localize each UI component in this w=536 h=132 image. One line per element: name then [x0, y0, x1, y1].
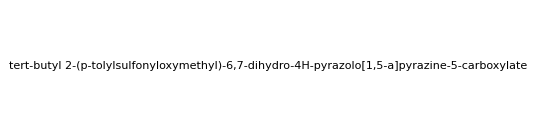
Text: tert-butyl 2-(p-tolylsulfonyloxymethyl)-6,7-dihydro-4H-pyrazolo[1,5-a]pyrazine-5: tert-butyl 2-(p-tolylsulfonyloxymethyl)-…: [9, 61, 527, 71]
